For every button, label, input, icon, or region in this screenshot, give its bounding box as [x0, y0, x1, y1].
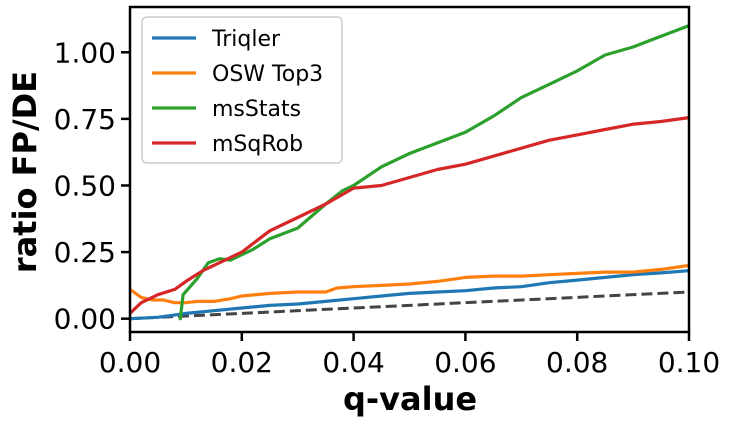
- series-line-msstats: [178, 24, 689, 321]
- plot-frame: [128, 5, 691, 334]
- x-tick-label: 0.02: [211, 346, 273, 379]
- x-axis-title: q-value: [343, 380, 477, 418]
- axes-layer: [128, 5, 691, 334]
- legend-label-triqler: Triqler: [211, 27, 281, 52]
- legend-label-msstats: msStats: [212, 97, 301, 122]
- x-tick-label: 0.10: [658, 346, 720, 379]
- series-line-triqler: [130, 269, 689, 321]
- reference-diagonal-line: [130, 290, 689, 321]
- y-tick-label: 0.25: [54, 236, 116, 269]
- y-tick-label: 0.00: [54, 303, 116, 336]
- y-tick-label: 0.75: [54, 103, 116, 136]
- legend: Triqler OSW Top3 msStats mSqRob: [141, 16, 343, 164]
- lines-layer: [130, 24, 689, 321]
- series-line-osw-top3: [130, 263, 689, 305]
- ticks-layer: 0.00 0.02 0.04 0.06 0.08 0.10 0.00 0.25 0.50 0.75…: [54, 36, 721, 379]
- legend-label-msqrob: mSqRob: [212, 132, 303, 157]
- x-tick-label: 0.00: [99, 346, 161, 379]
- x-tick-label: 0.06: [434, 346, 496, 379]
- series-line-msqrob: [130, 115, 689, 315]
- y-tick-label: 1.00: [54, 36, 116, 69]
- x-tick-label: 0.08: [546, 346, 608, 379]
- x-tick-label: 0.04: [322, 346, 384, 379]
- y-tick-label: 0.50: [54, 169, 116, 202]
- y-axis-title: ratio FP/DE: [6, 71, 44, 273]
- legend-label-osw-top3: OSW Top3: [212, 62, 323, 87]
- legend-box: [141, 16, 343, 164]
